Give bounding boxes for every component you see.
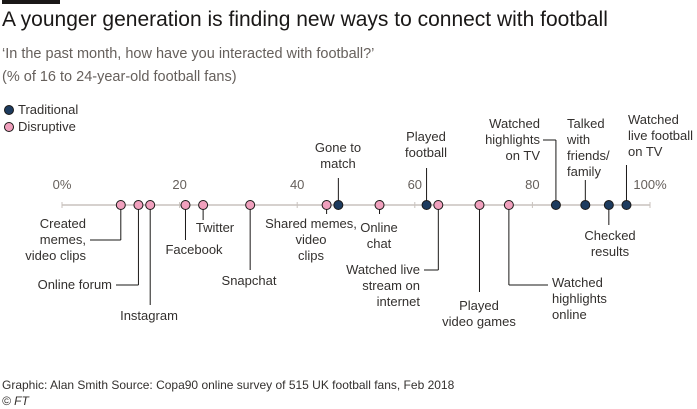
x-tick-label: 20: [172, 177, 186, 192]
dot: [180, 200, 191, 210]
point-label: Talked with friends/ family: [567, 116, 610, 179]
x-tick-label: 80: [525, 177, 539, 192]
point-label: Watched highlights on TV: [485, 116, 540, 163]
legend-label: Traditional: [18, 102, 79, 117]
point-label: Watched live stream on internet: [346, 262, 420, 309]
dot: [145, 200, 156, 210]
point-label: Shared memes, video clips: [265, 216, 357, 263]
point-label: Checked results: [584, 228, 636, 259]
chart-title: A younger generation is finding new ways…: [2, 8, 608, 31]
point-label: Created memes, video clips: [25, 216, 86, 263]
point-label: Watched highlights online: [552, 275, 607, 322]
point-label: Online chat: [360, 220, 398, 251]
legend-swatch: [4, 105, 14, 115]
credit: © FT: [2, 394, 29, 408]
point-label: Online forum: [37, 277, 112, 292]
dot: [245, 200, 256, 210]
dot: [550, 200, 561, 210]
point-label: Played video games: [442, 298, 516, 329]
dot: [580, 200, 591, 210]
x-tick-label: 100%: [633, 177, 667, 192]
point-label: Played football: [405, 129, 447, 160]
dot: [474, 200, 485, 210]
legend-label: Disruptive: [18, 119, 76, 134]
dot: [433, 200, 444, 210]
subtitle: (% of 16 to 24-year-old football fans): [2, 69, 237, 85]
dot: [603, 200, 614, 210]
point-label: Snapchat: [221, 273, 277, 288]
dot: [133, 200, 144, 210]
point-label: Gone to match: [314, 140, 362, 171]
dot: [198, 200, 209, 210]
dot: [503, 200, 514, 210]
x-tick-label: 40: [290, 177, 304, 192]
x-tick-label: 0%: [53, 177, 72, 192]
point-label: Facebook: [165, 242, 223, 257]
source: Graphic: Alan Smith Source: Copa90 onlin…: [2, 378, 455, 392]
dot: [115, 200, 126, 210]
legend-swatch: [4, 122, 14, 132]
title-bar: [2, 0, 60, 4]
dot: [421, 200, 432, 210]
point-label: Instagram: [120, 308, 178, 323]
point-label: Watched live football on TV: [628, 112, 694, 159]
dot: [621, 200, 632, 210]
point-label: Twitter: [195, 220, 235, 235]
dot: [333, 200, 344, 210]
subtitle: ‘In the past month, how have you interac…: [2, 46, 375, 62]
x-tick-label: 60: [408, 177, 422, 192]
dot: [321, 200, 332, 210]
dot: [374, 200, 385, 210]
